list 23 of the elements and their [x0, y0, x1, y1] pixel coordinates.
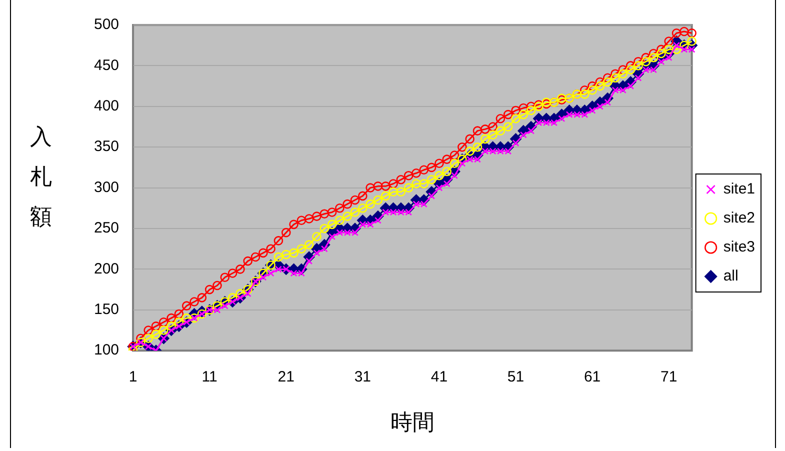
- legend-label: site2: [723, 210, 756, 227]
- x-tick-label: 51: [507, 368, 524, 386]
- x-tick-label: 21: [278, 368, 294, 386]
- legend-label: site1: [723, 180, 756, 198]
- y-tick-label: 500: [94, 16, 120, 34]
- y-tick-label: 400: [94, 98, 120, 115]
- x-tick-label: 11: [202, 368, 218, 386]
- y-tick-label: 100: [94, 342, 120, 359]
- legend-label: all: [723, 268, 738, 285]
- legend-label: site3: [723, 238, 756, 256]
- x-tick-label: 31: [354, 368, 372, 386]
- y-tick-label: 300: [94, 178, 120, 196]
- y-tick-label: 450: [94, 56, 120, 74]
- x-axis-title: 時間: [390, 410, 434, 436]
- y-tick-label: 250: [94, 220, 120, 237]
- x-tick-label: 1: [128, 368, 138, 386]
- x-tick-label: 71: [660, 368, 678, 386]
- y-tick-label: 200: [94, 260, 120, 278]
- x-tick-label: 41: [430, 368, 448, 386]
- y-tick-label: 150: [94, 301, 120, 318]
- x-tick-label: 61: [584, 368, 601, 386]
- y-axis-title: 入札額: [30, 124, 53, 232]
- y-tick-label: 350: [94, 138, 120, 156]
